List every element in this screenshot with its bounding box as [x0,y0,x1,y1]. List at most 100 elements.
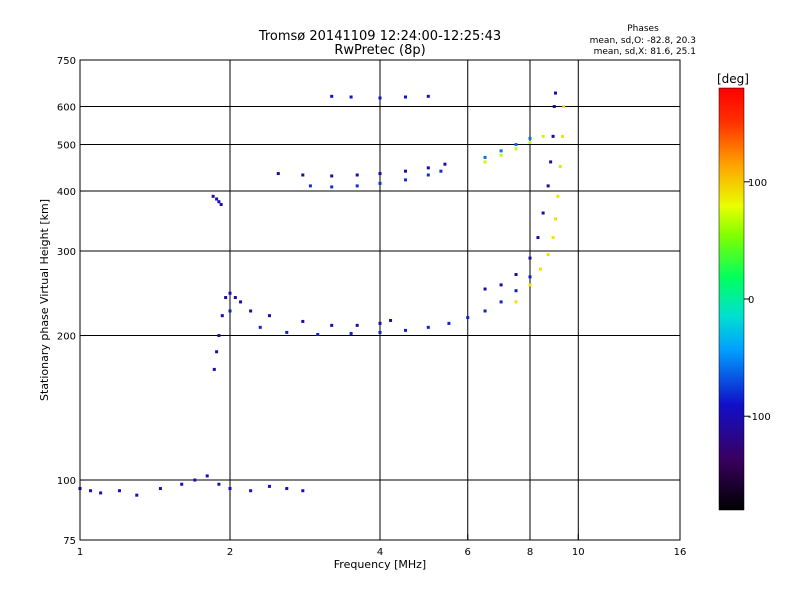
data-point [378,181,382,185]
data-point [224,296,228,300]
data-point [439,169,443,173]
data-point [541,134,545,138]
data-point [514,289,518,293]
data-point [514,273,518,277]
data-point [426,94,430,98]
data-point [301,319,305,323]
colorbar-tick-label: -100 [748,412,771,423]
data-point [514,143,518,147]
grid-lines [80,60,680,540]
data-point [426,166,430,170]
x-tick-label: 4 [377,547,383,558]
data-point [466,316,470,320]
colorbar: [deg] 100 0 -100 [717,72,771,511]
x-tick-label: 2 [227,547,233,558]
data-point [276,172,280,176]
data-point [239,300,243,304]
data-point [528,136,532,140]
data-point [378,321,382,325]
data-point [135,493,139,497]
data-point [499,283,503,287]
data-point [285,487,289,491]
y-tick-label: 750 [57,56,76,67]
data-point [219,202,223,206]
y-tick-label: 100 [57,476,76,487]
data-point [215,350,219,354]
data-point [514,300,518,304]
data-point [301,173,305,177]
data-point [217,200,221,204]
y-axis-label: Stationary phase Virtual Height [km] [38,199,51,401]
data-point [378,96,382,100]
data-points [78,91,566,497]
x-tick-label: 1 [77,547,83,558]
data-point [217,334,221,338]
data-point [553,91,557,95]
data-point [285,330,289,334]
y-tick-label: 400 [57,187,76,198]
data-point [330,94,334,98]
data-point [215,197,219,201]
data-point [355,323,359,327]
data-point [389,318,393,322]
data-point [267,484,271,488]
y-tick-label: 600 [57,103,76,114]
data-point [426,173,430,177]
x-tick-label: 16 [674,547,687,558]
data-point [249,489,253,493]
data-point [211,194,215,198]
data-point [539,267,543,271]
data-point [267,314,271,318]
y-tick-label: 500 [57,141,76,152]
data-point [549,160,553,164]
data-point [528,283,532,287]
data-point [308,184,312,188]
data-point [217,482,221,486]
data-point [443,162,447,166]
colorbar-ticks: 100 0 -100 [744,178,771,423]
data-point [483,160,487,164]
data-point [551,236,555,240]
data-point [561,134,565,138]
data-point [330,185,334,189]
data-point [330,174,334,178]
data-point [193,478,197,482]
colorbar-tick-label: 100 [748,178,767,189]
colorbar-gradient [718,87,745,511]
y-tick-label: 75 [63,536,76,547]
data-point [212,367,216,371]
colorbar-tick-label: 0 [748,295,754,306]
chart-subtitle: RwPretec (8p) [334,43,425,58]
data-point [483,287,487,291]
data-point [228,291,232,295]
data-point [528,275,532,279]
data-point [117,489,121,493]
data-point [551,134,555,138]
stats-line-o: mean, sd,O: -82.8, 20.3 [590,36,696,46]
data-point [403,95,407,99]
x-tick-label: 10 [572,547,585,558]
data-point [301,489,305,493]
data-point [228,487,232,491]
data-point [426,325,430,329]
axis-ticks: 1 2 4 6 8 10 16 75 100 200 300 400 500 600 750 [57,56,686,558]
data-point [378,330,382,334]
data-point [403,178,407,182]
data-point [316,332,320,336]
chart-title: Tromsø 20141109 12:24:00-12:25:43 [258,29,501,44]
data-point [499,153,503,157]
data-point [258,325,262,329]
data-point [330,323,334,327]
data-point [158,487,162,491]
data-point [562,105,566,109]
data-point [355,184,359,188]
data-point [499,300,503,304]
data-point [180,482,184,486]
data-point [541,211,545,215]
data-point [499,149,503,153]
data-point [514,147,518,151]
data-point [249,309,253,313]
data-point [483,155,487,159]
data-point [228,309,232,313]
